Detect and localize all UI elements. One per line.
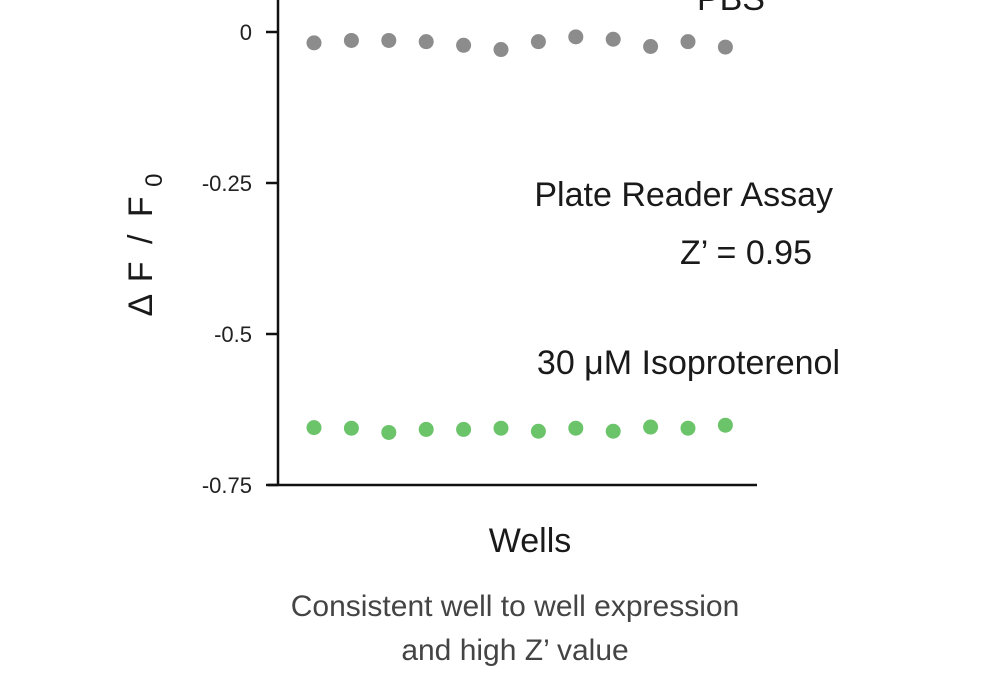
data-point xyxy=(343,32,359,48)
assay-annotation: Plate Reader Assay xyxy=(534,176,833,214)
data-point xyxy=(717,417,733,433)
data-point xyxy=(680,420,696,436)
data-point xyxy=(493,42,509,58)
data-point xyxy=(306,420,322,436)
y-axis-title-subscript: 0 xyxy=(141,173,168,186)
zprime-annotation: Z’ = 0.95 xyxy=(680,234,812,272)
data-point xyxy=(493,420,509,436)
data-point xyxy=(418,421,434,437)
data-point xyxy=(643,38,659,54)
caption-line-2: and high Z’ value xyxy=(401,634,629,667)
y-axis-title-f0: F xyxy=(122,196,160,217)
data-point xyxy=(456,37,472,53)
data-point xyxy=(568,29,584,45)
data-point xyxy=(381,32,397,48)
data-point xyxy=(605,423,621,439)
data-point xyxy=(605,31,621,47)
y-axis-title: Δ F / F 0 xyxy=(122,173,168,316)
data-point xyxy=(343,420,359,436)
data-point xyxy=(643,419,659,435)
data-point xyxy=(530,423,546,439)
data-point xyxy=(530,34,546,50)
y-tick-label: -0.75 xyxy=(202,473,252,498)
caption-line-1: Consistent well to well expression xyxy=(290,590,740,623)
y-tick-label: -0.25 xyxy=(202,171,252,196)
y-tick-label: -0.5 xyxy=(214,322,252,347)
y-axis: 0 -0.25 -0.5 -0.75 xyxy=(202,0,280,498)
data-point xyxy=(680,34,696,50)
data-point xyxy=(568,420,584,436)
y-axis-title-delta: Δ xyxy=(122,295,160,317)
data-point xyxy=(381,424,397,440)
y-tick-label: 0 xyxy=(240,20,252,45)
y-tick-group: 0 -0.25 -0.5 -0.75 xyxy=(202,20,278,498)
series-label-isoproterenol: 30 μM Isoproterenol xyxy=(537,344,840,382)
series-label-pbs: PBS xyxy=(697,0,765,18)
data-point xyxy=(306,35,322,51)
data-point xyxy=(456,421,472,437)
data-point xyxy=(418,34,434,50)
x-axis-title: Wells xyxy=(489,522,572,560)
y-axis-title-slash: / xyxy=(122,234,160,244)
y-axis-title-f: F xyxy=(122,261,160,282)
data-points xyxy=(306,29,733,440)
data-point xyxy=(717,39,733,55)
